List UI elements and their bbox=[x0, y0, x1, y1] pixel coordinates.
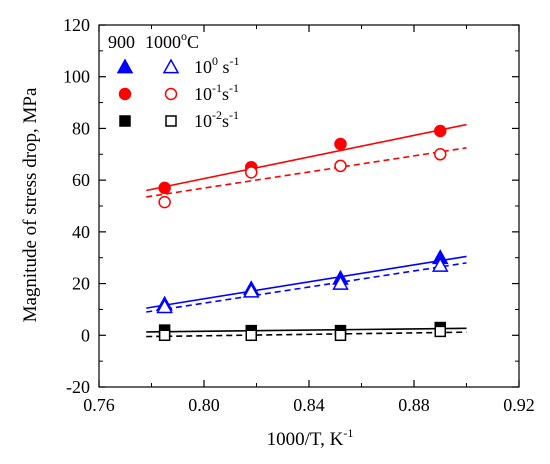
series-group bbox=[146, 256, 467, 314]
x-tick-label: 0.84 bbox=[293, 395, 325, 415]
data-point bbox=[334, 137, 347, 151]
y-tick-label: 60 bbox=[72, 170, 90, 190]
data-point bbox=[434, 325, 446, 338]
data-point bbox=[334, 159, 347, 173]
fit-line bbox=[146, 331, 467, 338]
fit-line bbox=[146, 123, 467, 192]
series-group bbox=[146, 123, 467, 195]
data-point bbox=[156, 298, 173, 314]
data-point bbox=[158, 181, 171, 195]
y-tick-label: 40 bbox=[72, 222, 90, 242]
y-tick-label: 0 bbox=[81, 325, 90, 345]
data-point bbox=[158, 329, 171, 342]
legend: 900 1000oC 100 s-1 10-1s-1 10-2s-1 bbox=[108, 29, 240, 131]
legend-marker-filled bbox=[118, 87, 132, 101]
data-point bbox=[434, 148, 447, 161]
series-group bbox=[146, 147, 467, 209]
data-point bbox=[245, 329, 257, 342]
y-tick-label: -20 bbox=[66, 377, 90, 397]
y-axis-label: Magnitude of stress drop, MPa bbox=[20, 87, 41, 322]
fit-line bbox=[146, 147, 467, 198]
data-point bbox=[434, 124, 447, 138]
data-point bbox=[431, 256, 449, 272]
fit-line bbox=[146, 255, 467, 309]
legend-marker-open bbox=[164, 87, 178, 101]
data-point bbox=[334, 329, 347, 342]
legend-label: 100 s-1 bbox=[194, 54, 240, 77]
fit-line bbox=[146, 327, 467, 333]
series-group bbox=[146, 325, 467, 342]
x-tick-label: 0.88 bbox=[398, 395, 430, 415]
legend-label: 10-1s-1 bbox=[194, 81, 239, 104]
x-axis-label: 1000/T, K-1 bbox=[267, 426, 354, 450]
legend-rows: 100 s-1 10-1s-1 10-2s-1 bbox=[116, 54, 240, 131]
series-layer bbox=[146, 123, 467, 342]
y-axis: -20 0 20 40 60 80 100 120 bbox=[63, 15, 519, 397]
y-tick-label: 120 bbox=[63, 15, 90, 35]
y-tick-label: 100 bbox=[63, 67, 90, 87]
y-tick-label: 20 bbox=[72, 274, 90, 294]
legend-header: 900 1000oC bbox=[108, 29, 199, 52]
data-point bbox=[242, 282, 260, 298]
data-point bbox=[158, 195, 171, 209]
data-point bbox=[332, 275, 349, 290]
x-tick-label: 0.76 bbox=[83, 395, 115, 415]
x-tick-label: 0.92 bbox=[503, 395, 535, 415]
data-point bbox=[245, 166, 258, 179]
legend-marker-filled bbox=[116, 58, 134, 74]
y-tick-label: 80 bbox=[72, 118, 90, 138]
legend-marker-filled bbox=[119, 115, 131, 127]
x-axis: 0.76 0.80 0.84 0.88 0.92 bbox=[83, 25, 535, 415]
x-tick-label: 0.80 bbox=[188, 395, 220, 415]
legend-marker-open bbox=[162, 58, 180, 74]
legend-marker-open bbox=[165, 115, 177, 127]
legend-label: 10-2s-1 bbox=[194, 108, 239, 131]
series-group bbox=[146, 249, 467, 311]
fit-line bbox=[146, 262, 467, 313]
